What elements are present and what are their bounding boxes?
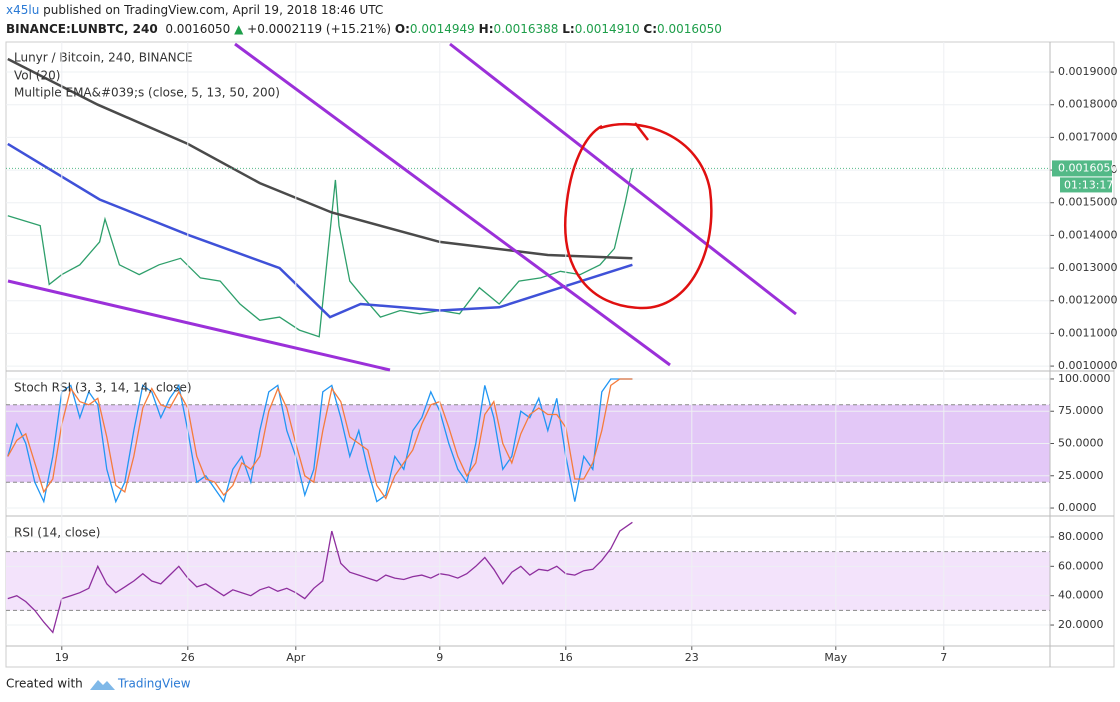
- mark-annotation: [634, 122, 649, 141]
- y-tick-label: 0.0018000: [1058, 98, 1118, 111]
- y-tick-label: 50.0000: [1058, 437, 1104, 450]
- last-price-box: [1052, 160, 1112, 177]
- series-line: [7, 378, 633, 500]
- logo: [90, 680, 115, 690]
- indicator-label: Multiple EMA&#039;s (close, 5, 13, 50, 2…: [14, 86, 280, 100]
- y-tick-label: 0.0011000: [1058, 326, 1118, 339]
- x-tick-label: 23: [685, 651, 699, 664]
- y-tick-label: 80.0000: [1058, 530, 1104, 543]
- y-tick-label: 20.0000: [1058, 618, 1104, 631]
- ohlc-value: 0.0014910: [574, 22, 640, 36]
- drawings: [7, 42, 797, 372]
- series-line: [7, 378, 633, 504]
- footer-text: Created with: [6, 677, 83, 691]
- x-tick-label: May: [824, 651, 847, 664]
- x-tick-label: 9: [436, 651, 443, 664]
- ohlc-label: C:: [643, 22, 658, 36]
- indicator-label: Vol (20): [14, 69, 60, 83]
- y-tick-label: 0.0019000: [1058, 65, 1118, 78]
- footer-brand[interactable]: TradingView: [117, 677, 191, 691]
- x-tick-label: Apr: [286, 651, 306, 664]
- y-tick-label: 0.0013000: [1058, 261, 1118, 274]
- quote-line: BINANCE:LUNBTC, 240 0.0016050 ▲ +0.00021…: [6, 22, 722, 36]
- publish-info: published on TradingView.com, April 19, …: [43, 3, 384, 17]
- y-tick-label: 0.0014000: [1058, 228, 1118, 241]
- x-tick-label: 7: [940, 651, 947, 664]
- ohlc-value: 0.0016050: [657, 22, 722, 36]
- y-tick-label: 25.0000: [1058, 469, 1104, 482]
- ohlc-value: 0.0014949: [409, 22, 475, 36]
- ohlc-label: H:: [478, 22, 494, 36]
- panel-title: RSI (14, close): [14, 526, 100, 540]
- last: 0.0016050: [165, 22, 231, 36]
- trend-line: [7, 279, 391, 372]
- x-tick-label: 19: [55, 651, 69, 664]
- series-line: [7, 168, 634, 338]
- ohlc-label: L:: [562, 22, 575, 36]
- countdown: 01:13:17: [1064, 178, 1113, 191]
- y-tick-label: 40.0000: [1058, 589, 1104, 602]
- x-tick-label: 16: [559, 651, 573, 664]
- band: [6, 551, 1050, 611]
- countdown-box: [1060, 177, 1112, 193]
- y-tick-label: 0.0017000: [1058, 130, 1118, 143]
- x-tick-label: 26: [181, 651, 195, 664]
- y-tick-label: 0.0000: [1058, 501, 1097, 514]
- up-arrow: ▲: [234, 22, 244, 36]
- publish-line: x45lu published on TradingView.com, Apri…: [6, 3, 383, 17]
- series-line: [7, 521, 633, 634]
- panel-title: Lunyr / Bitcoin, 240, BINANCE: [14, 51, 193, 65]
- y-tick-label: 0.0010000: [1058, 359, 1118, 372]
- last-price-label: 0.0016050: [1058, 161, 1118, 174]
- y-tick-label: 60.0000: [1058, 559, 1104, 572]
- series-line: [7, 142, 633, 319]
- y-tick-label: 75.0000: [1058, 404, 1104, 417]
- ohlc-label: O:: [394, 22, 410, 36]
- author[interactable]: x45lu: [6, 3, 40, 17]
- trend-line: [234, 42, 671, 367]
- y-tick-label: 0.0015000: [1058, 196, 1118, 209]
- ohlc-value: 0.0016388: [493, 22, 559, 36]
- panels: 0.0010000 0.0011000 0.0012000 0.0013000 0.00…: [6, 42, 1118, 667]
- y-tick-label: 100.0000: [1058, 372, 1111, 385]
- trend-line: [449, 42, 797, 316]
- frame: [5, 41, 1115, 668]
- change: +0.0002119 (+15.21%): [247, 22, 392, 36]
- circle-annotation: [563, 123, 713, 310]
- panel-title: Stoch RSI (3, 3, 14, 14, close): [14, 381, 192, 395]
- symbol: BINANCE:LUNBTC, 240: [6, 22, 158, 36]
- y-tick-label: 0.0012000: [1058, 294, 1118, 307]
- ohlc: O:0.0014949 H:0.0016388 L:0.0014910 C:0.…: [395, 22, 722, 36]
